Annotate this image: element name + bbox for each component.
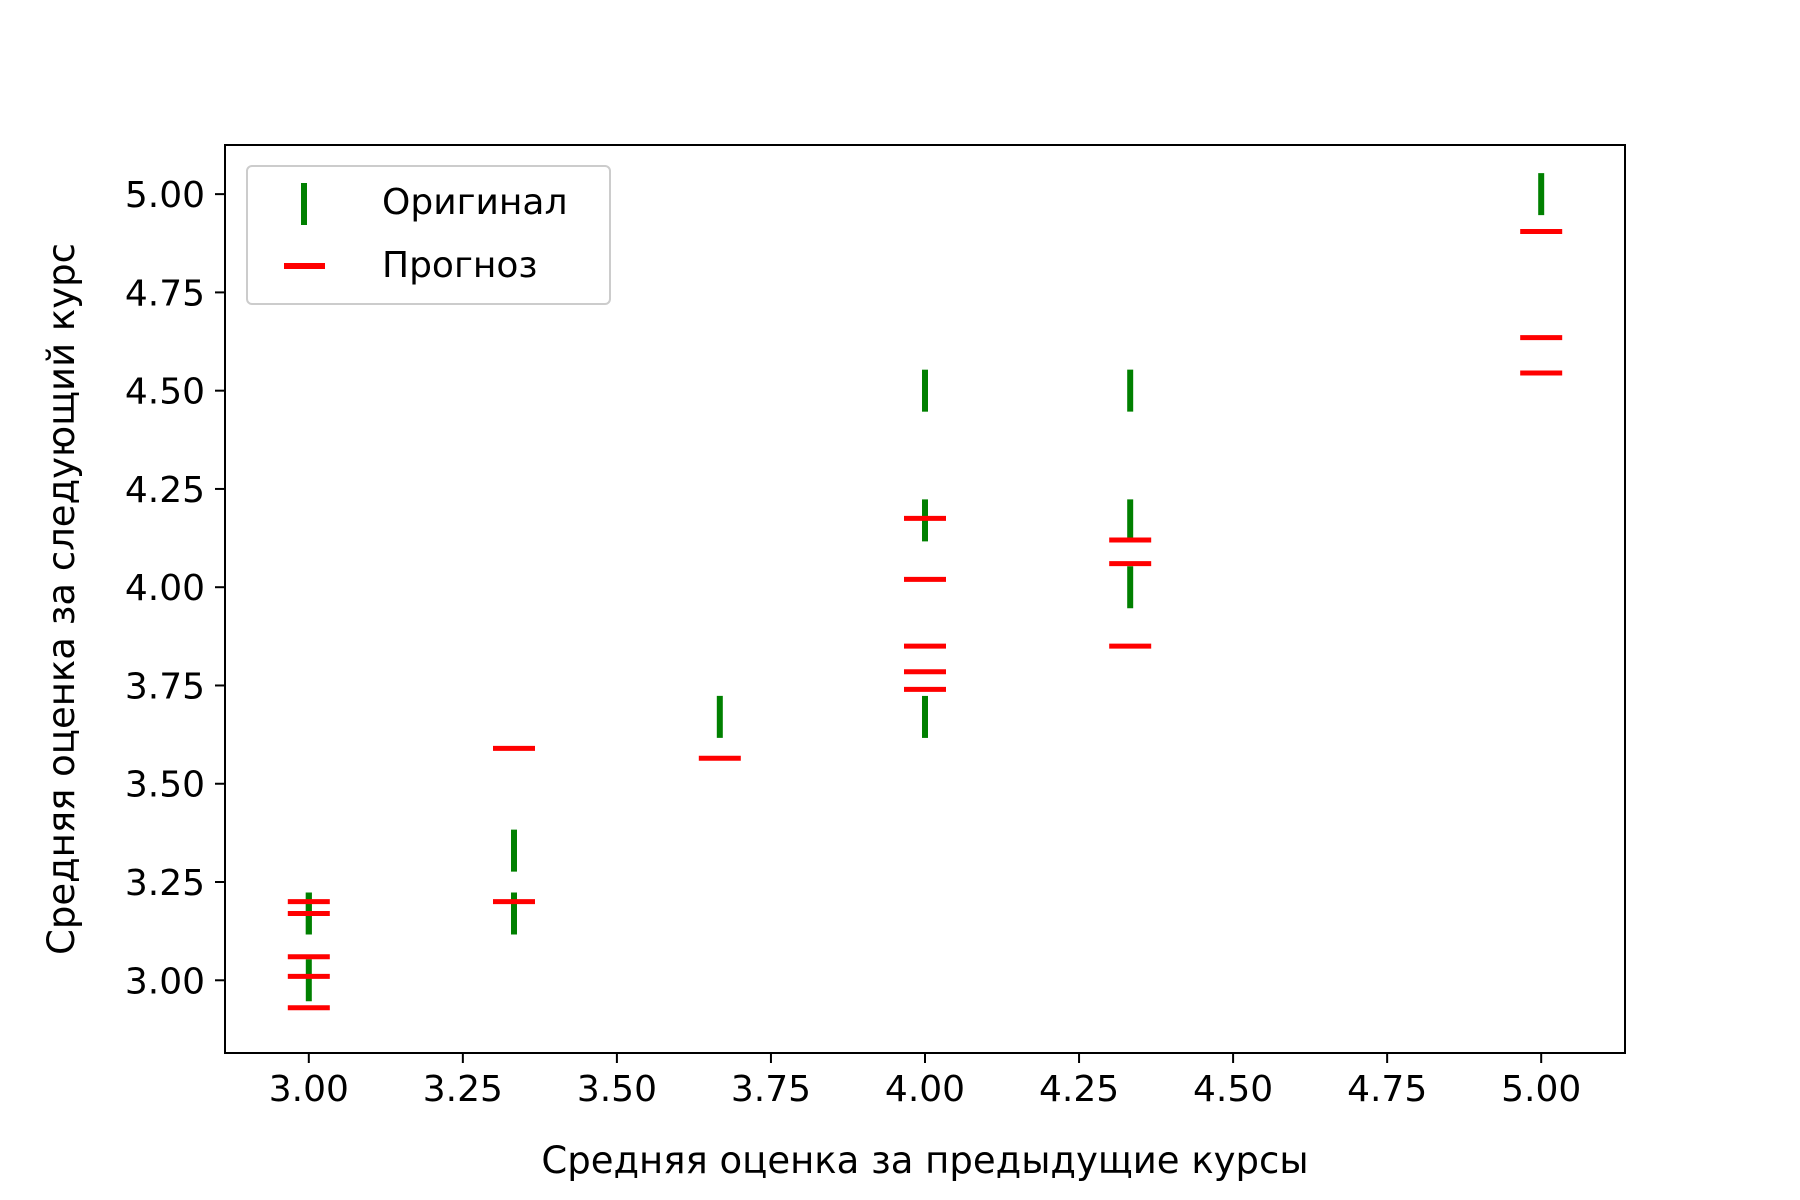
x-tick-label: 4.50 [1193,1069,1273,1110]
y-axis: 3.00 3.25 3.50 3.75 4.00 4.25 4.50 4.75 5.00 [125,175,225,1002]
x-tick-label: 3.75 [731,1069,811,1110]
y-axis-title: Средняя оценка за следующий курс [40,243,83,955]
x-tick-label: 3.25 [423,1069,503,1110]
x-tick-label: 5.00 [1501,1069,1581,1110]
y-tick-label: 4.00 [125,568,205,609]
y-tick-label: 5.00 [125,175,205,216]
y-tick-label: 3.75 [125,666,205,707]
plot-frame [224,144,1626,1054]
legend-label-original: Оригинал [382,182,568,223]
y-tick-label: 3.25 [125,863,205,904]
legend: Оригинал Прогноз [246,165,611,305]
y-tick-label: 4.75 [125,273,205,314]
x-axis-title: Средняя оценка за предыдущие курсы [541,1139,1308,1182]
x-tick-label: 4.75 [1347,1069,1427,1110]
y-tick-label: 4.25 [125,470,205,511]
x-tick-label: 4.25 [1039,1069,1119,1110]
legend-label-forecast: Прогноз [382,245,538,286]
x-axis: 3.00 3.25 3.50 3.75 4.00 4.25 4.50 4.75 5.00 [269,1053,1581,1110]
x-tick-label: 3.00 [269,1069,349,1110]
y-tick-label: 3.00 [125,961,205,1002]
legend-box [246,165,611,305]
y-tick-label: 4.50 [125,372,205,413]
series-forecast [287,228,1563,1011]
data-marks [287,173,1563,1011]
y-tick-label: 3.50 [125,765,205,806]
x-tick-label: 3.50 [577,1069,657,1110]
x-tick-label: 4.00 [885,1069,965,1110]
